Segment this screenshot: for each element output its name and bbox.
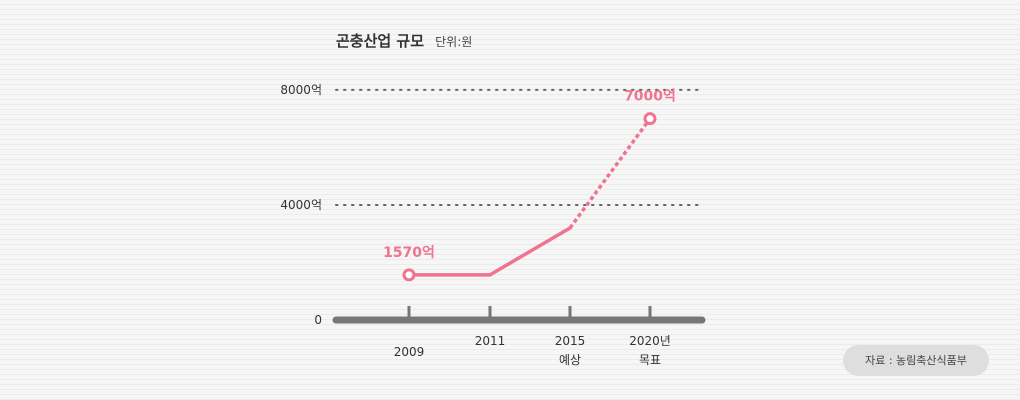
- data-label: 7000억: [624, 89, 676, 105]
- y-tick-label: 0: [314, 313, 322, 327]
- source-badge: 자료 : 농림축산식품부: [843, 345, 989, 376]
- data-label: 1570억: [383, 245, 435, 261]
- data-point-marker: [402, 268, 416, 282]
- unit-label: 단위:원: [435, 35, 473, 49]
- x-tick-sublabel: 예상: [559, 353, 581, 367]
- x-tick-label: 2020년: [629, 334, 671, 348]
- x-tick-label: 2011: [475, 334, 506, 348]
- x-tick-label: 2009: [394, 345, 425, 359]
- x-tick-sublabel: 목표: [639, 353, 661, 367]
- data-point-marker: [643, 112, 657, 126]
- chart-title: 곤충산업 규모: [336, 32, 425, 50]
- series-line-actual: [488, 226, 572, 277]
- y-tick-label: 4000억: [280, 198, 322, 212]
- chart-title-group: 곤충산업 규모 단위:원: [336, 30, 472, 51]
- series-line-projected: [568, 117, 652, 229]
- x-tick-label: 2015: [555, 334, 586, 348]
- y-tick-label: 8000억: [280, 83, 322, 97]
